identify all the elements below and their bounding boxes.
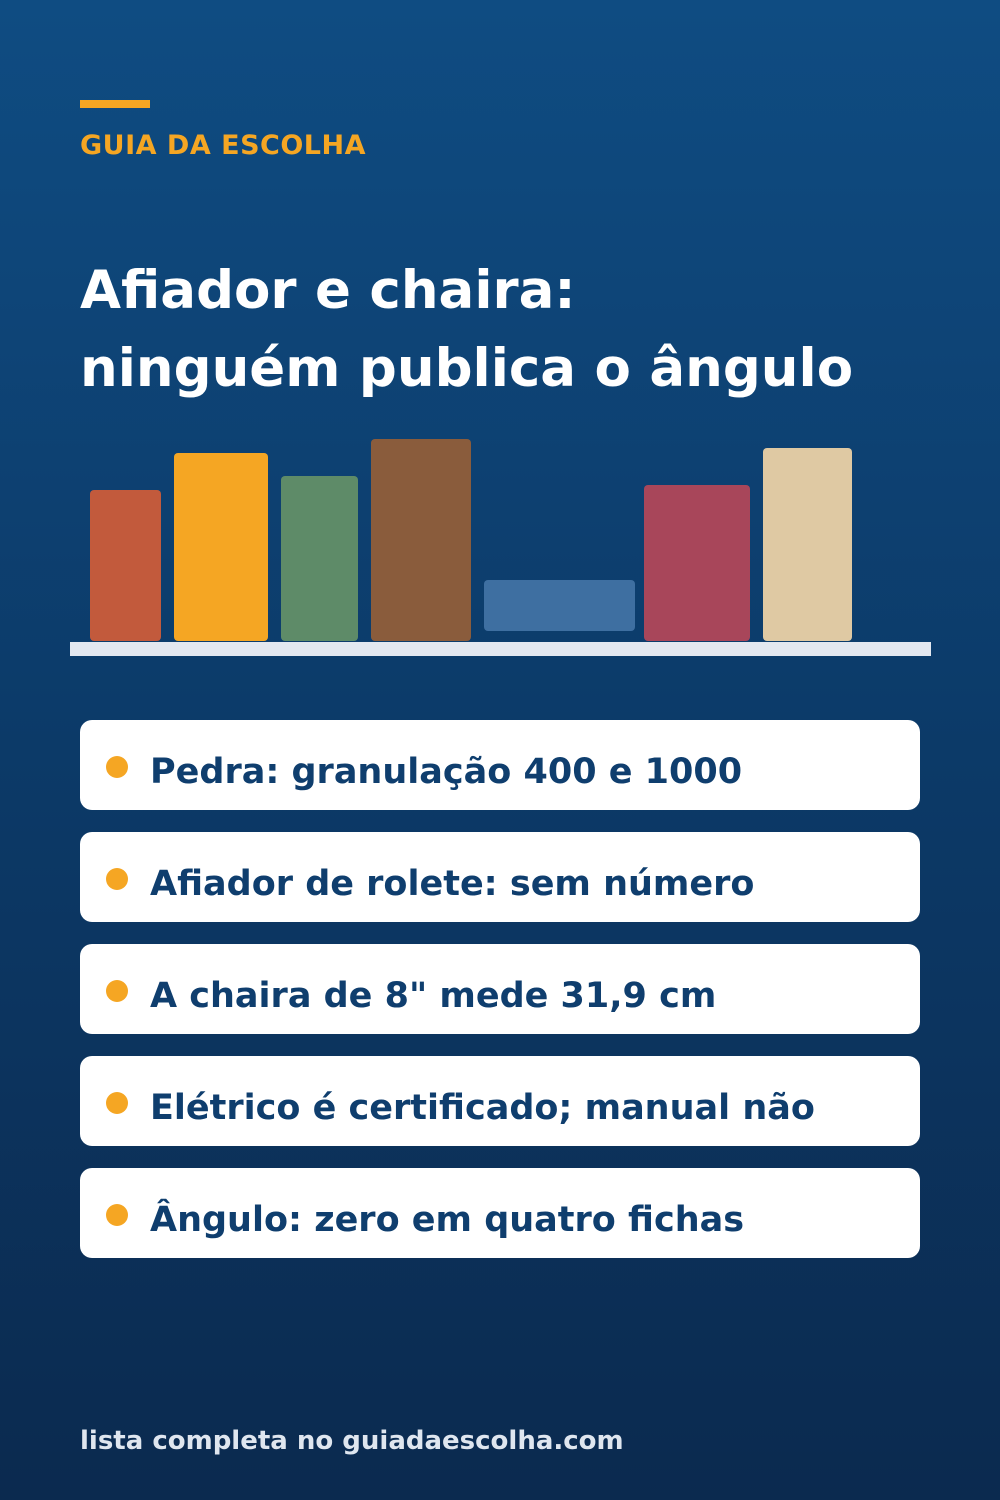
shelf xyxy=(70,642,931,656)
book-6 xyxy=(644,485,750,641)
headline-line-2: ninguém publica o ângulo xyxy=(80,338,854,399)
fact-list: Pedra: granulação 400 e 1000 Afiador de … xyxy=(80,720,920,1280)
bullet-dot-icon xyxy=(106,868,128,890)
book-2 xyxy=(174,453,268,641)
bullet-dot-icon xyxy=(106,980,128,1002)
fact-card: A chaira de 8" mede 31,9 cm xyxy=(80,944,920,1034)
bullet-dot-icon xyxy=(106,1092,128,1114)
fact-text: Afiador de rolete: sem número xyxy=(150,864,755,904)
book-7 xyxy=(763,448,852,641)
bullet-dot-icon xyxy=(106,756,128,778)
fact-text: Elétrico é certificado; manual não xyxy=(150,1088,815,1128)
headline: Afiador e chaira: ninguém publica o ângu… xyxy=(80,252,853,408)
book-1 xyxy=(90,490,161,641)
headline-line-1: Afiador e chaira: xyxy=(80,260,576,321)
fact-text: A chaira de 8" mede 31,9 cm xyxy=(150,976,717,1016)
fact-text: Ângulo: zero em quatro fichas xyxy=(150,1200,745,1240)
fact-card: Pedra: granulação 400 e 1000 xyxy=(80,720,920,810)
book-5-lying xyxy=(484,580,635,631)
bullet-dot-icon xyxy=(106,1204,128,1226)
book-4 xyxy=(371,439,471,641)
book-3 xyxy=(281,476,358,641)
fact-card: Afiador de rolete: sem número xyxy=(80,832,920,922)
fact-card: Ângulo: zero em quatro fichas xyxy=(80,1168,920,1258)
fact-card: Elétrico é certificado; manual não xyxy=(80,1056,920,1146)
accent-bar xyxy=(80,100,150,108)
kicker-label: GUIA DA ESCOLHA xyxy=(80,130,366,161)
footer-link-text: lista completa no guiadaescolha.com xyxy=(80,1426,624,1456)
fact-text: Pedra: granulação 400 e 1000 xyxy=(150,752,743,792)
